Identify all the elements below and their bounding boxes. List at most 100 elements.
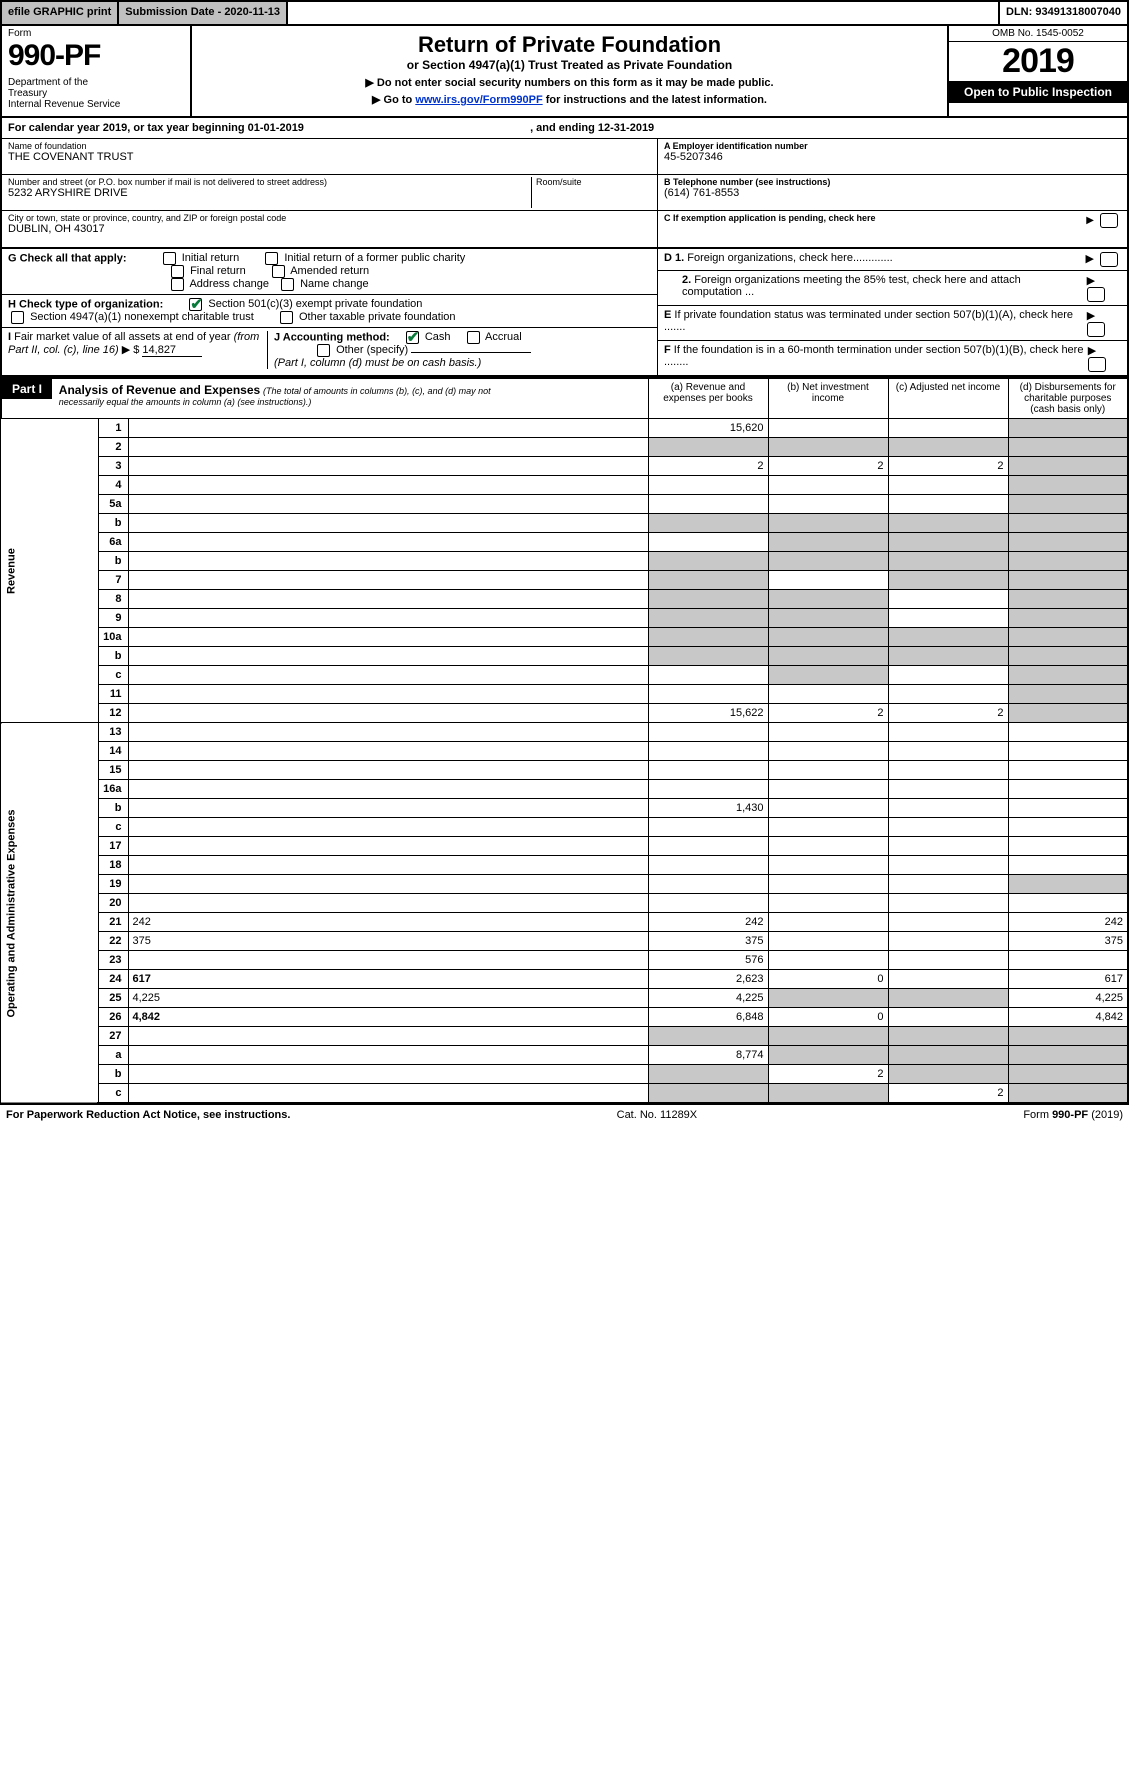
checkbox-d1[interactable] — [1100, 252, 1118, 267]
cell-c — [888, 438, 1008, 457]
cell-c — [888, 932, 1008, 951]
row-description — [128, 438, 648, 457]
fmv-label: Fair market value of all assets at end o… — [8, 331, 259, 356]
row-number: 23 — [98, 951, 128, 970]
phone-value: (614) 761-8553 — [664, 187, 830, 199]
cell-c — [888, 875, 1008, 894]
cell-d — [1008, 457, 1128, 476]
cell-b: 0 — [768, 970, 888, 989]
row-description: 4,225 — [128, 989, 648, 1008]
footer-left: For Paperwork Reduction Act Notice, see … — [6, 1109, 290, 1121]
cell-d — [1008, 438, 1128, 457]
row-description — [128, 894, 648, 913]
cell-c — [888, 780, 1008, 799]
cell-a: 1,430 — [648, 799, 768, 818]
cell-b: 2 — [768, 457, 888, 476]
f-label: F If the foundation is in a 60-month ter… — [664, 344, 1085, 372]
row-description — [128, 533, 648, 552]
cell-b — [768, 780, 888, 799]
checkbox-final-return[interactable] — [171, 265, 184, 278]
cell-d — [1008, 837, 1128, 856]
cell-c — [888, 856, 1008, 875]
row-description — [128, 590, 648, 609]
cell-c — [888, 723, 1008, 742]
checkbox-e[interactable] — [1087, 322, 1105, 337]
cell-a — [648, 1027, 768, 1046]
checkbox-c[interactable] — [1100, 213, 1118, 228]
cell-a — [648, 571, 768, 590]
cell-d — [1008, 723, 1128, 742]
cell-c — [888, 1027, 1008, 1046]
cell-d — [1008, 951, 1128, 970]
checkbox-cash[interactable] — [406, 331, 419, 344]
cell-c: 2 — [888, 1084, 1008, 1104]
table-row: c — [1, 666, 1128, 685]
cell-a — [648, 476, 768, 495]
row-description: 4,842 — [128, 1008, 648, 1027]
cell-a: 576 — [648, 951, 768, 970]
row-number: 24 — [98, 970, 128, 989]
table-row: b2 — [1, 1065, 1128, 1084]
checkbox-accrual[interactable] — [467, 331, 480, 344]
checkbox-other-taxable[interactable] — [280, 311, 293, 324]
city-state-zip: DUBLIN, OH 43017 — [8, 223, 651, 235]
row-description — [128, 419, 648, 438]
cell-b — [768, 913, 888, 932]
checkbox-address-change[interactable] — [171, 278, 184, 291]
cell-c — [888, 951, 1008, 970]
table-row: 246172,6230617 — [1, 970, 1128, 989]
cell-d — [1008, 799, 1128, 818]
cell-c — [888, 837, 1008, 856]
checkbox-name-change[interactable] — [281, 278, 294, 291]
open-inspection-label: Open to Public Inspection — [949, 81, 1127, 103]
cell-b — [768, 818, 888, 837]
checkbox-f[interactable] — [1088, 357, 1106, 372]
form-header: Form 990-PF Department of theTreasuryInt… — [0, 26, 1129, 118]
cell-c: 2 — [888, 457, 1008, 476]
efile-label: efile GRAPHIC print — [2, 2, 119, 24]
checkbox-initial-former[interactable] — [265, 252, 278, 265]
exemption-pending-label: C If exemption application is pending, c… — [664, 213, 876, 223]
form-label: Form — [8, 28, 184, 39]
checkbox-amended-return[interactable] — [272, 265, 285, 278]
cell-d — [1008, 742, 1128, 761]
table-row: 15 — [1, 761, 1128, 780]
row-number: 27 — [98, 1027, 128, 1046]
irs-link[interactable]: www.irs.gov/Form990PF — [415, 94, 542, 106]
table-row: Operating and Administrative Expenses13 — [1, 723, 1128, 742]
cell-b — [768, 647, 888, 666]
cell-d: 4,225 — [1008, 989, 1128, 1008]
checkbox-initial-return[interactable] — [163, 252, 176, 265]
omb-number: OMB No. 1545-0052 — [949, 26, 1127, 42]
checkbox-4947a1[interactable] — [11, 311, 24, 324]
cell-a — [648, 742, 768, 761]
checkbox-other-method[interactable] — [317, 344, 330, 357]
cell-c — [888, 666, 1008, 685]
cell-a: 242 — [648, 913, 768, 932]
cell-d — [1008, 666, 1128, 685]
cell-b — [768, 1027, 888, 1046]
cell-b — [768, 856, 888, 875]
instr-1: ▶ Do not enter social security numbers o… — [198, 76, 941, 89]
cell-d — [1008, 419, 1128, 438]
table-row: 5a — [1, 495, 1128, 514]
table-row: 10a — [1, 628, 1128, 647]
cell-d — [1008, 571, 1128, 590]
checkbox-d2[interactable] — [1087, 287, 1105, 302]
cell-d — [1008, 761, 1128, 780]
row-number: c — [98, 818, 128, 837]
form-title: Return of Private Foundation — [198, 32, 941, 58]
street-address: 5232 ARYSHIRE DRIVE — [8, 187, 531, 199]
cell-d — [1008, 476, 1128, 495]
cell-a — [648, 685, 768, 704]
row-number: 3 — [98, 457, 128, 476]
checkbox-501c3[interactable] — [189, 298, 202, 311]
g-row: G Check all that apply: Initial return I… — [2, 249, 657, 295]
form-subtitle: or Section 4947(a)(1) Trust Treated as P… — [198, 58, 941, 72]
row-description — [128, 742, 648, 761]
footer-right: Form 990-PF (2019) — [1023, 1109, 1123, 1121]
cell-b — [768, 419, 888, 438]
check-section: G Check all that apply: Initial return I… — [0, 249, 1129, 377]
cell-b — [768, 989, 888, 1008]
table-row: 27 — [1, 1027, 1128, 1046]
